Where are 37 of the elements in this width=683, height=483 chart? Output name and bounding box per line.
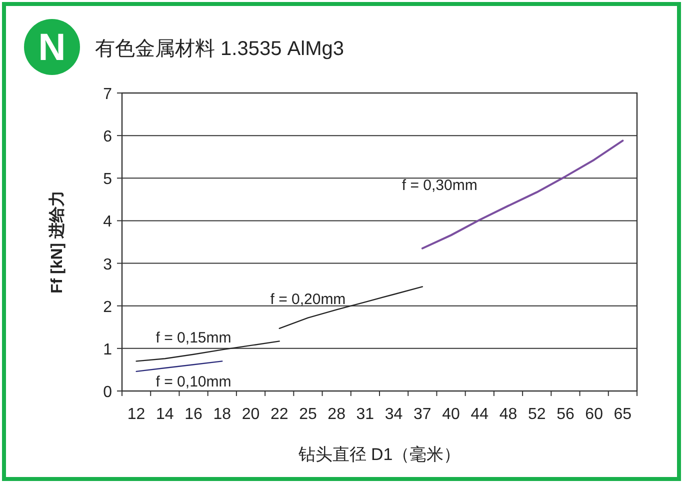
- line-series: [136, 360, 223, 372]
- y-axis-title: Ff [kN] 进给力: [48, 190, 66, 294]
- x-axis-title: 钻头直径 D1（毫米）: [297, 445, 461, 464]
- y-tick-label: 3: [103, 256, 112, 274]
- x-tick-label: 37: [414, 406, 432, 423]
- y-tick-label: 5: [103, 171, 112, 188]
- x-tick-label: 18: [213, 406, 232, 423]
- y-tick-label: 2: [103, 298, 112, 316]
- x-tick-label: 12: [127, 406, 146, 423]
- text: N: [38, 27, 66, 69]
- y-tick-label: 7: [103, 86, 112, 103]
- x-tick-label: 20: [242, 406, 260, 423]
- line-series: [421, 140, 624, 250]
- x-tick-label: 22: [270, 406, 288, 423]
- x-tick-label: 60: [585, 406, 604, 423]
- x-tick-label: 31: [356, 406, 374, 423]
- x-tick-label: 25: [299, 406, 317, 423]
- line-series: [278, 286, 424, 330]
- x-tick-label: 16: [184, 406, 203, 423]
- x-tick-label: 44: [470, 406, 489, 423]
- x-tick-label: 14: [156, 406, 174, 423]
- series-label: f = 0,30mm: [402, 176, 478, 194]
- y-tick-label: 1: [103, 341, 112, 358]
- x-tick-label: 48: [499, 406, 518, 423]
- x-tick-label: 40: [442, 406, 460, 423]
- chart-title: 有色金属材料 1.3535 AlMg3: [95, 38, 344, 60]
- x-tick-label: 56: [556, 406, 574, 423]
- y-tick-label: 4: [103, 214, 112, 231]
- x-tick-label: 28: [328, 406, 346, 423]
- series-label: f = 0,20mm: [270, 290, 346, 308]
- x-tick-label: 65: [614, 406, 632, 423]
- x-tick-label: 52: [528, 406, 546, 423]
- series-label: f = 0,10mm: [156, 374, 232, 391]
- y-tick-label: 0: [103, 384, 112, 401]
- x-tick-label: 34: [384, 406, 403, 423]
- y-tick-label: 6: [103, 128, 112, 146]
- series-label: f = 0,15mm: [156, 329, 232, 346]
